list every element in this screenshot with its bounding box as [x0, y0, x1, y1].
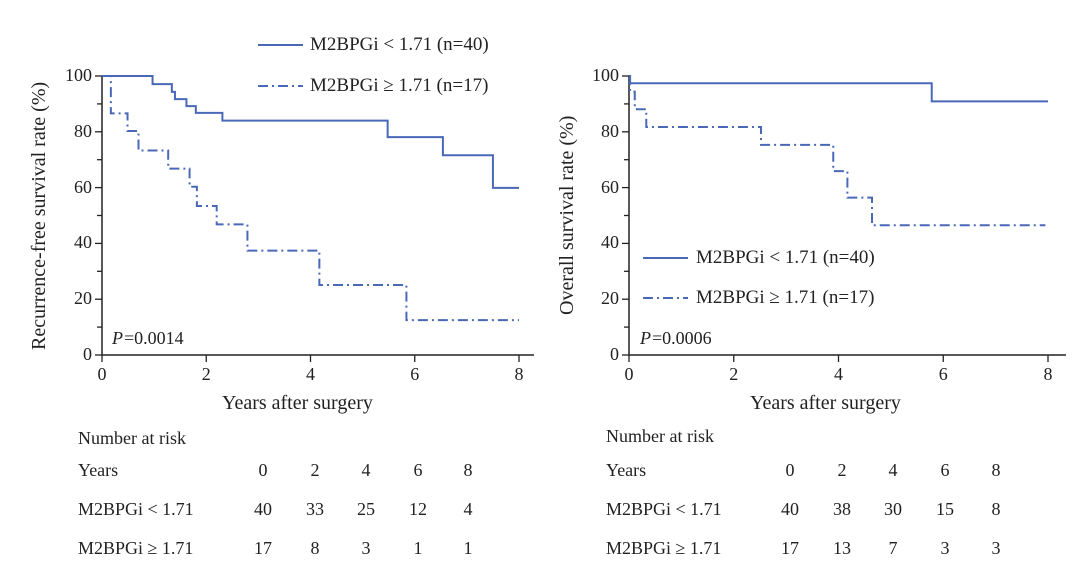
risk-table-title: Number at risk	[78, 428, 186, 448]
risk-table-count: 4	[463, 499, 473, 519]
x-tick-label: 8	[1043, 364, 1053, 384]
risk-table-count: 30	[884, 499, 902, 519]
risk-table-year: 6	[413, 460, 423, 480]
legend-label: M2BPGi ≥ 1.71 (n=17)	[696, 287, 875, 308]
x-tick-label: 6	[410, 364, 420, 384]
risk-table-title: Number at risk	[606, 426, 714, 446]
risk-table-year: 4	[361, 460, 371, 480]
y-axis-label: Recurrence-free survival rate (%)	[28, 81, 50, 350]
x-tick-label: 0	[97, 364, 107, 384]
risk-table-count: 13	[833, 538, 851, 558]
risk-table-count: 1	[463, 538, 473, 558]
risk-table-count: 8	[991, 499, 1001, 519]
risk-table-count: 3	[991, 538, 1001, 558]
km-curve-high	[102, 75, 519, 322]
risk-table-count: 33	[306, 499, 324, 519]
risk-table-year: 2	[837, 460, 847, 480]
x-tick-label: 4	[834, 364, 843, 384]
p-value: =0.0006	[652, 328, 712, 348]
risk-table-years-label: Years	[606, 460, 647, 480]
p-value: =0.0014	[124, 328, 184, 348]
y-tick-label: 100	[65, 65, 92, 85]
x-tick-label: 0	[624, 364, 634, 384]
y-tick-label: 80	[74, 120, 92, 141]
y-tick-label: 40	[601, 232, 619, 253]
risk-table-year: 0	[258, 460, 268, 480]
risk-table-year: 8	[463, 460, 473, 480]
legend-label: M2BPGi ≥ 1.71 (n=17)	[310, 75, 489, 96]
y-tick-label: 100	[592, 65, 619, 85]
x-tick-label: 4	[306, 364, 315, 384]
y-tick-label: 20	[74, 288, 92, 309]
risk-table-count: 25	[357, 499, 375, 519]
risk-table-row-label: M2BPGi < 1.71	[606, 499, 722, 519]
y-tick-label: 60	[74, 176, 92, 197]
risk-table-count: 38	[833, 499, 851, 519]
risk-table-count: 7	[888, 538, 898, 558]
y-tick-label: 80	[601, 120, 619, 141]
y-tick-label: 60	[601, 176, 619, 197]
risk-table-count: 1	[413, 538, 423, 558]
risk-table-year: 0	[785, 460, 795, 480]
x-tick-label: 2	[729, 364, 739, 384]
x-tick-label: 2	[201, 364, 211, 384]
risk-table-count: 40	[781, 499, 799, 519]
x-tick-label: 6	[938, 364, 948, 384]
y-tick-label: 40	[74, 232, 92, 253]
p-value-label: P	[640, 328, 651, 348]
km-curve-low	[629, 75, 1048, 103]
risk-table-row-label: M2BPGi ≥ 1.71	[78, 538, 194, 558]
p-value-label: P	[112, 328, 123, 348]
risk-table-count: 3	[361, 538, 371, 558]
risk-table-years-label: Years	[78, 460, 119, 480]
risk-table-count: 17	[254, 538, 272, 558]
x-axis-label: Years after surgery	[750, 392, 901, 414]
risk-table-count: 40	[254, 499, 272, 519]
risk-table-year: 2	[310, 460, 320, 480]
risk-table-count: 8	[310, 538, 320, 558]
risk-table-count: 3	[940, 538, 950, 558]
x-axis-label: Years after surgery	[222, 392, 373, 414]
risk-table-count: 15	[936, 499, 954, 519]
risk-table-count: 17	[781, 538, 799, 558]
y-tick-label: 0	[83, 344, 92, 364]
risk-table-row-label: M2BPGi ≥ 1.71	[606, 538, 722, 558]
x-tick-label: 8	[514, 364, 524, 384]
risk-table-count: 12	[409, 499, 427, 519]
y-tick-label: 20	[601, 288, 619, 309]
risk-table-row-label: M2BPGi < 1.71	[78, 499, 194, 519]
y-axis-label: Overall survival rate (%)	[556, 115, 578, 316]
risk-table-year: 4	[888, 460, 898, 480]
y-tick-label: 0	[610, 344, 619, 364]
km-curve-high	[629, 75, 1046, 227]
legend-label: M2BPGi < 1.71 (n=40)	[696, 247, 875, 268]
risk-table-year: 8	[991, 460, 1001, 480]
risk-table-year: 6	[940, 460, 950, 480]
km-curve-low	[102, 75, 519, 189]
legend-label: M2BPGi < 1.71 (n=40)	[310, 34, 489, 55]
